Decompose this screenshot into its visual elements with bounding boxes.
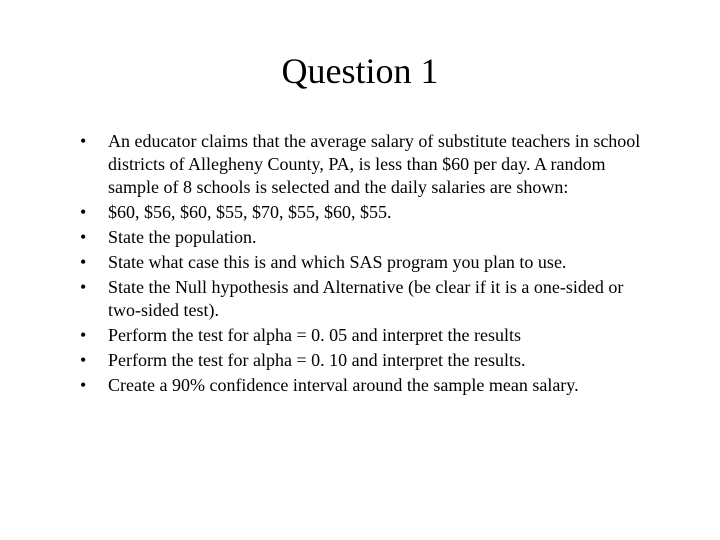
list-item: Create a 90% confidence interval around … [80,374,660,397]
slide: Question 1 An educator claims that the a… [0,0,720,540]
list-item: State what case this is and which SAS pr… [80,251,660,274]
list-item: An educator claims that the average sala… [80,130,660,199]
list-item: $60, $56, $60, $55, $70, $55, $60, $55. [80,201,660,224]
list-item: State the population. [80,226,660,249]
bullet-list: An educator claims that the average sala… [60,130,660,397]
list-item: Perform the test for alpha = 0. 10 and i… [80,349,660,372]
list-item: State the Null hypothesis and Alternativ… [80,276,660,322]
list-item: Perform the test for alpha = 0. 05 and i… [80,324,660,347]
slide-title: Question 1 [60,50,660,92]
